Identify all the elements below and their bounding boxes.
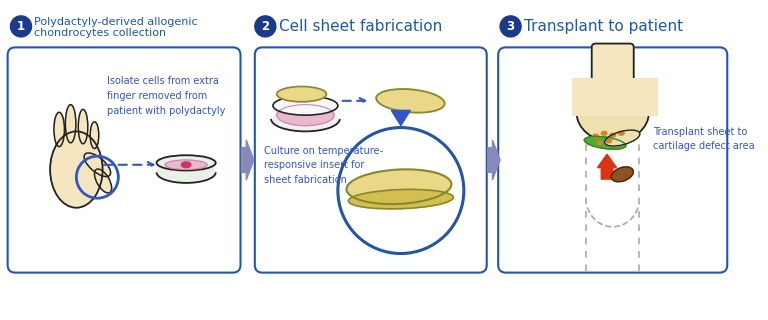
FancyBboxPatch shape [591,44,634,102]
FancyArrow shape [598,154,617,179]
Ellipse shape [577,83,649,142]
Ellipse shape [611,167,634,182]
Ellipse shape [604,130,640,146]
Ellipse shape [181,162,191,168]
Ellipse shape [54,112,65,147]
FancyBboxPatch shape [498,47,727,273]
Ellipse shape [376,89,445,113]
Text: Cell sheet fabrication: Cell sheet fabrication [279,19,442,34]
FancyBboxPatch shape [255,47,487,273]
Ellipse shape [601,132,607,135]
Text: Culture on temperature-
responsive insert for
sheet fabrication: Culture on temperature- responsive inser… [264,146,383,185]
Ellipse shape [78,109,88,144]
Ellipse shape [84,153,111,177]
Ellipse shape [273,107,338,132]
Ellipse shape [276,86,326,102]
Ellipse shape [597,141,602,145]
Ellipse shape [346,169,452,204]
Text: Transplant sheet to
cartilage defect area: Transplant sheet to cartilage defect are… [653,127,754,151]
Ellipse shape [584,136,626,149]
Circle shape [500,16,521,37]
Ellipse shape [578,90,647,142]
Polygon shape [392,110,410,126]
FancyBboxPatch shape [8,47,240,273]
Ellipse shape [276,105,334,126]
Ellipse shape [610,133,616,137]
FancyBboxPatch shape [591,74,634,112]
Text: Polydactyly-derived allogenic: Polydactyly-derived allogenic [35,17,198,27]
Ellipse shape [65,105,76,143]
Circle shape [255,16,276,37]
Ellipse shape [618,132,624,135]
Ellipse shape [165,160,207,170]
Ellipse shape [50,132,103,208]
Ellipse shape [157,162,216,183]
FancyArrow shape [241,140,254,180]
Text: 1: 1 [17,20,25,33]
Ellipse shape [593,134,598,138]
Ellipse shape [273,96,338,115]
Text: Isolate cells from extra
finger removed from
patient with polydactyly: Isolate cells from extra finger removed … [107,76,225,116]
Ellipse shape [349,189,453,209]
Ellipse shape [157,155,216,171]
Text: 2: 2 [261,20,270,33]
Text: chondrocytes collection: chondrocytes collection [35,28,167,38]
Text: 3: 3 [507,20,515,33]
Ellipse shape [90,122,99,148]
Text: Transplant to patient: Transplant to patient [524,19,683,34]
FancyBboxPatch shape [571,78,657,116]
Circle shape [338,128,464,253]
Ellipse shape [94,169,111,193]
FancyArrow shape [488,140,500,180]
Ellipse shape [606,139,612,143]
Circle shape [11,16,31,37]
